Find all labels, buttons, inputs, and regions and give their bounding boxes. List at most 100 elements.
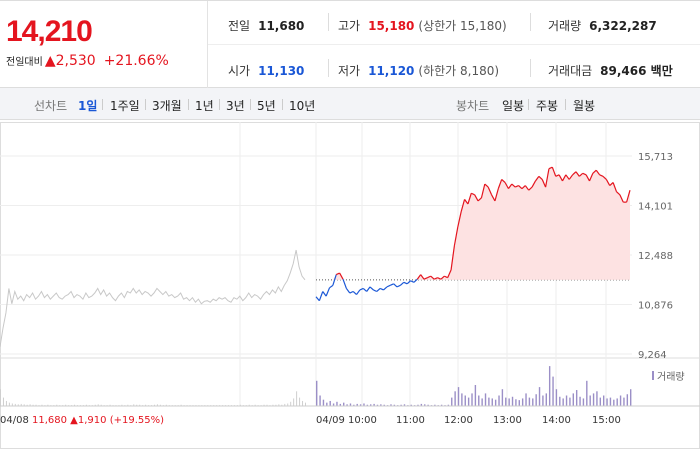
amount-label: 거래대금	[548, 64, 593, 78]
price-segment-up	[548, 166, 553, 170]
high-cell: 고가 15,180 (상한가 15,180)	[338, 17, 507, 34]
open-label: 시가	[228, 64, 251, 78]
price-segment-up	[497, 179, 503, 189]
change-value: 2,530	[55, 53, 96, 69]
divider	[565, 99, 566, 110]
volume-bar	[535, 394, 537, 406]
volume-bar	[484, 393, 487, 406]
price-segment-down	[332, 274, 337, 286]
volume-bar	[542, 395, 544, 406]
price-segment-down	[352, 291, 357, 296]
price-segment-down	[362, 287, 368, 292]
volume-bar	[572, 393, 575, 406]
prev-volume-bar	[100, 404, 102, 406]
prev-volume-bar	[254, 404, 256, 406]
price-segment-down	[359, 287, 364, 291]
prev-volume-bar	[14, 403, 16, 406]
high-value: 15,180	[368, 19, 415, 33]
price-segment-up	[487, 186, 493, 196]
price-segment-down	[400, 281, 405, 286]
volume-label: 거래량	[548, 19, 582, 33]
volume-bar	[488, 397, 490, 406]
volume-legend-label: 거래량	[657, 371, 685, 383]
prev-volume-bar	[29, 404, 31, 406]
price-segment-up	[528, 186, 533, 191]
volume-bar	[454, 391, 456, 406]
tab-1week[interactable]: 1주일	[110, 99, 140, 113]
price-segment-down	[406, 280, 411, 285]
volume-bar	[505, 397, 507, 406]
price-segment-down	[393, 283, 398, 288]
change-percent: +21.66%	[103, 53, 169, 69]
price-segment-up	[440, 275, 445, 280]
tab-1day[interactable]: 1일	[78, 99, 98, 113]
prev-volume-bar	[165, 404, 167, 406]
tab-3year[interactable]: 3년	[226, 99, 245, 113]
y-tick-label: 14,101	[638, 202, 673, 213]
volume-bar	[494, 399, 497, 406]
prev-volume-bar	[153, 404, 155, 406]
tab-10year[interactable]: 10년	[289, 99, 316, 113]
prev-volume-bar	[65, 404, 67, 406]
volume-bar	[464, 395, 466, 406]
price-segment-up	[453, 226, 459, 246]
volume-bar	[478, 395, 480, 406]
volume-bar	[363, 403, 365, 406]
tab-weekly-candle[interactable]: 주봉	[536, 99, 559, 113]
price-chart-svg[interactable]: 15,713 14,101 12,488 10,876 9,264 거래량 04/09 10:…	[0, 122, 700, 450]
price-segment-up	[534, 176, 540, 182]
prev-volume-bar	[239, 404, 241, 406]
price-segment-up	[457, 211, 462, 228]
volume-bar	[515, 399, 517, 406]
volume-bar	[626, 394, 629, 406]
price-segment-up	[474, 194, 479, 202]
volume-bar	[565, 395, 568, 406]
tab-3month[interactable]: 3개월	[152, 99, 182, 113]
prev-volume-bar	[136, 404, 138, 406]
volume-bar	[592, 393, 595, 406]
volume-bar	[373, 403, 375, 406]
prev-day-summary: 04/08 11,680 ▲1,910 (+19.55%)	[0, 415, 164, 426]
volume-bar	[545, 393, 547, 406]
prev-day-line	[0, 249, 306, 347]
quote-divider	[208, 44, 700, 45]
x-tick-label: 12:00	[444, 415, 473, 426]
divider	[145, 99, 146, 110]
volume-cell: 거래량 6,322,287	[548, 17, 657, 34]
price-segment-up	[616, 191, 621, 196]
price-segment-up	[437, 277, 442, 280]
tab-5year[interactable]: 5년	[257, 99, 276, 113]
tab-daily-candle[interactable]: 일봉	[502, 99, 525, 113]
volume-bar	[575, 390, 578, 406]
volume-bar	[596, 391, 598, 406]
price-segment-up	[595, 169, 601, 176]
price-segment-up	[531, 180, 536, 188]
divider	[328, 13, 329, 31]
prev-volume-bar	[305, 402, 306, 406]
price-segment-up	[582, 172, 587, 176]
volume-bar	[349, 403, 352, 406]
volume-bar	[569, 397, 571, 406]
volume-bar	[613, 399, 615, 406]
volume-bar	[467, 397, 470, 406]
prev-volume-bar	[2, 397, 4, 406]
x-tick-label: 11:00	[396, 415, 425, 426]
price-chart[interactable]: 15,713 14,101 12,488 10,876 9,264 거래량 04/09 10:…	[0, 122, 700, 450]
volume-bar	[326, 402, 328, 406]
volume-bar	[339, 403, 342, 406]
divider	[282, 99, 283, 110]
tab-1year[interactable]: 1년	[195, 99, 214, 113]
volume-bar	[508, 398, 510, 406]
volume-legend-swatch	[652, 371, 654, 380]
prev-volume-bar	[281, 404, 283, 406]
up-arrow-icon: ▲	[44, 53, 56, 69]
volume-bar	[393, 404, 396, 406]
tab-monthly-candle[interactable]: 월봉	[573, 99, 596, 113]
divider	[188, 99, 189, 110]
volume-bar	[498, 395, 500, 406]
prev-volume-bar	[5, 400, 7, 406]
price-segment-down	[376, 287, 381, 292]
prev-day-close: 11,680	[32, 415, 70, 426]
volume-bar	[616, 398, 618, 406]
upper-limit: (상한가 15,180)	[418, 19, 507, 33]
